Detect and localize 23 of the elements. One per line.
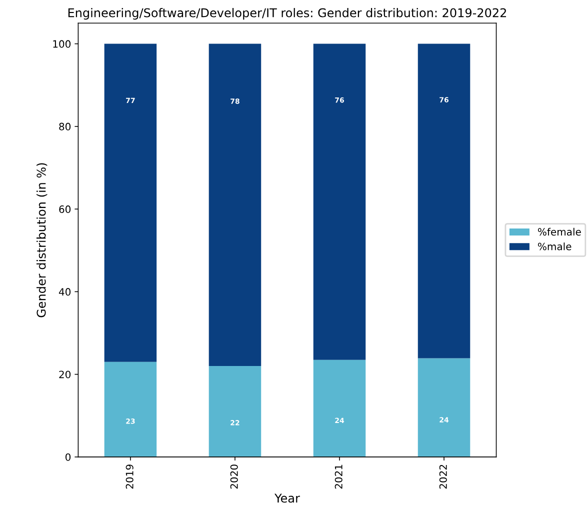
bar — [418, 44, 470, 358]
bar — [208, 366, 262, 457]
x-axis-title: Year — [274, 494, 300, 503]
y-tick-label: 0 — [66, 453, 71, 461]
x-tick-label: 2020 — [230, 464, 238, 489]
chart-title: Engineering/Software/Developer/IT roles: Gender distribution: 2019-2022 — [68, 8, 506, 20]
y-tick-label: 40 — [58, 288, 71, 296]
x-tick-label: 2022 — [439, 464, 447, 489]
y-tick-label: 20 — [59, 370, 71, 378]
legend-label: %female — [538, 228, 581, 236]
legend-label: %male — [538, 242, 572, 250]
y-tick-label: 100 — [53, 40, 71, 48]
y-axis-title: Gender distribution (in %) — [36, 163, 48, 318]
bar — [313, 360, 366, 457]
bar — [208, 44, 262, 366]
x-tick-label: 2019 — [126, 464, 134, 489]
bar — [104, 44, 157, 362]
x-tick-label: 2021 — [334, 464, 342, 489]
y-tick-label: 60 — [59, 205, 71, 213]
y-tick-label: 80 — [59, 122, 71, 130]
bar — [104, 362, 157, 457]
bar — [313, 44, 366, 360]
bar — [418, 358, 470, 457]
